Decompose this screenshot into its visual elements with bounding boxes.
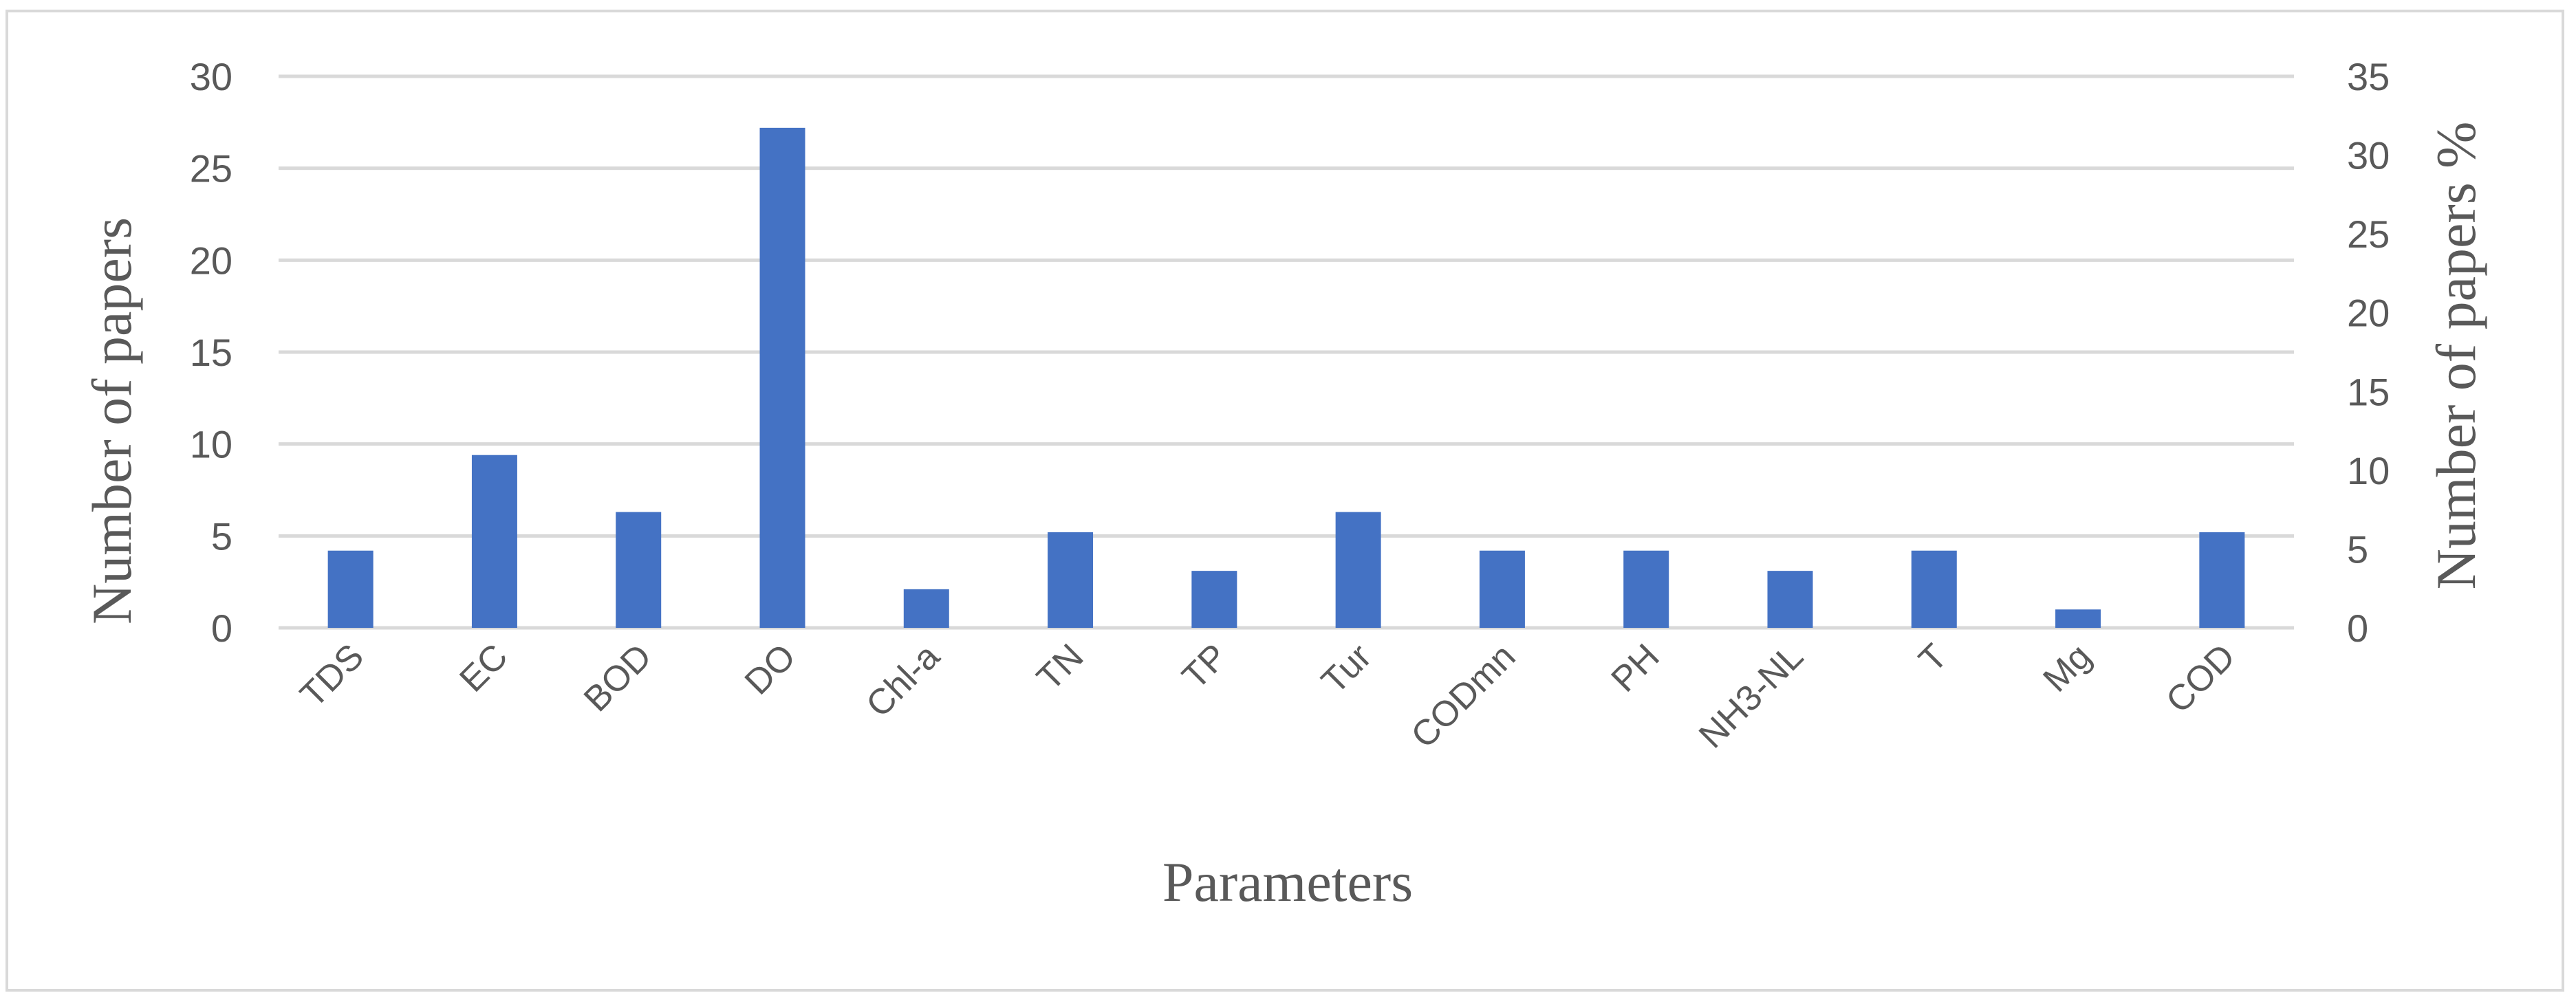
x-tick-label: DO [737,636,803,702]
x-tick-label: NH3-NL [1691,636,1811,756]
bar-tur [1335,512,1381,628]
y-axis-title-left: Number of papers [80,217,143,624]
x-tick-label: PH [1604,636,1667,699]
bar-t [1911,550,1957,628]
chart-frame [6,10,2564,992]
bar-nh3-nl [1767,571,1813,628]
bar-codmn [1479,550,1525,628]
x-tick-label: BOD [576,636,660,719]
bar-ec [471,455,517,628]
bar-tn [1048,532,1094,628]
left-tick-label: 20 [190,239,232,282]
x-tick-label: TP [1175,636,1235,697]
x-tick-label: CODmn [1404,636,1524,756]
x-tick-label: Mg [2035,636,2099,699]
left-tick-label: 0 [211,607,232,650]
left-tick-label: 10 [190,423,232,466]
x-tick-label: TDS [293,636,372,715]
left-tick-label: 30 [190,55,232,98]
gridlines [279,74,2294,630]
y-axis-title-right: Number of papers % [2425,122,2487,590]
bar-tp [1191,571,1237,628]
left-tick-label: 15 [190,331,232,374]
bar-bod [616,512,662,628]
bars [327,127,2245,628]
bar-do [759,127,805,628]
x-tick-label: Tur [1314,636,1379,701]
right-tick-label: 0 [2347,607,2368,650]
bar-tds [327,550,374,628]
x-tick-label: T [1912,636,1955,679]
right-tick-label: 20 [2347,292,2390,335]
left-axis-ticks: 0 5 10 15 20 25 30 [190,55,232,650]
right-axis-ticks: 0 5 10 15 20 25 30 35 [2347,55,2390,650]
x-tick-label: COD [2158,636,2243,721]
right-tick-label: 35 [2347,55,2390,98]
x-tick-label: TN [1030,636,1092,698]
right-tick-label: 10 [2347,449,2390,492]
left-tick-label: 5 [211,514,232,558]
x-tick-label: Chl-a [858,636,947,725]
bar-chl-a [903,589,949,628]
bar-cod [2199,532,2245,628]
right-tick-label: 5 [2347,527,2368,571]
left-tick-label: 25 [190,147,232,190]
bar-ph [1623,550,1669,628]
right-tick-label: 15 [2347,370,2390,413]
x-axis-ticks: TDS EC BOD DO Chl-a TN TP Tur CODmn PH NH3-NL T Mg CO… [293,636,2243,756]
right-tick-label: 30 [2347,134,2390,177]
bar-mg [2055,609,2101,628]
right-tick-label: 25 [2347,212,2390,256]
x-tick-label: EC [452,636,515,699]
x-axis-title: Parameters [1162,851,1413,913]
